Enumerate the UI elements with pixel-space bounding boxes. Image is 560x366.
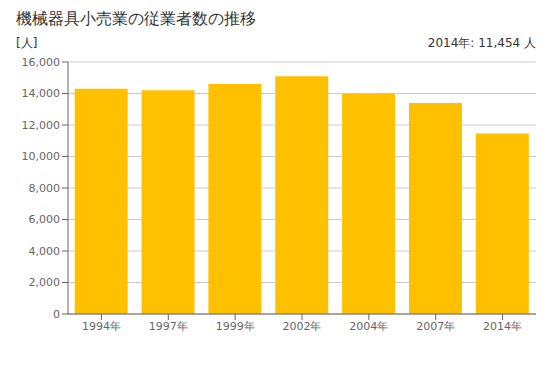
svg-text:1997年: 1997年 — [149, 320, 188, 333]
html-text:機械器具小売業の従業者数の推移: 機械器具小売業の従業者数の推移 — [16, 9, 256, 28]
svg-text:14,000: 14,000 — [22, 87, 61, 100]
svg-text:8,000: 8,000 — [29, 182, 61, 195]
svg-text:4,000: 4,000 — [29, 245, 61, 258]
html-text:[人]: [人] — [16, 36, 38, 50]
svg-text:0: 0 — [53, 308, 60, 321]
svg-text:12,000: 12,000 — [22, 119, 61, 132]
svg-text:2,000: 2,000 — [29, 276, 61, 289]
svg-text:2002年: 2002年 — [283, 320, 322, 333]
svg-text:6,000: 6,000 — [29, 213, 61, 226]
svg-text:16,000: 16,000 — [22, 56, 61, 69]
svg-text:2014年: 2014年 — [483, 320, 522, 333]
svg-text:2004年: 2004年 — [349, 320, 388, 333]
svg-text:1994年: 1994年 — [82, 320, 121, 333]
html-text:2014年: 11,454 人: 2014年: 11,454 人 — [427, 36, 536, 50]
svg-text:10,000: 10,000 — [22, 150, 61, 163]
svg-text:1999年: 1999年 — [216, 320, 255, 333]
svg-text:2007年: 2007年 — [416, 320, 455, 333]
